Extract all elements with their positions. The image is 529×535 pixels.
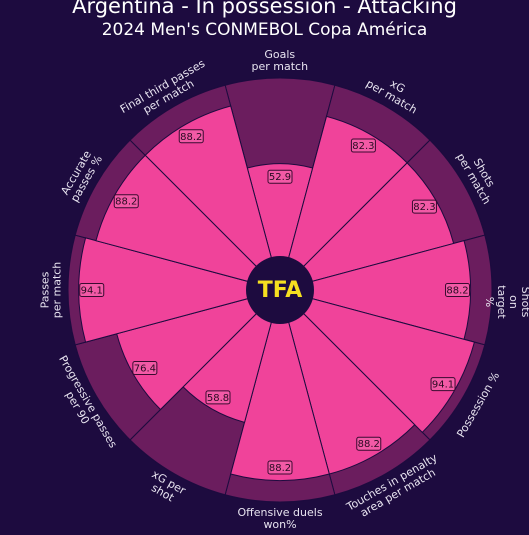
category-label: Offensive duels won% [237,506,323,531]
value-label: 82.3 [352,141,374,152]
value-label: 94.1 [432,380,454,391]
value-label-box [350,138,376,153]
value-label-box [113,194,139,209]
value-label: 88.2 [180,132,202,143]
chart-title: Argentina - In possession - Attacking [72,0,457,18]
value-label-box [356,436,382,451]
value-label-box [267,460,293,475]
bar [78,237,282,343]
category-label: Goals per match [251,48,309,73]
value-label: 82.3 [413,202,435,213]
value-label-box [411,199,437,214]
bar [279,288,416,475]
value-label-box [267,169,293,184]
value-label: 88.2 [269,463,291,474]
chart-subtitle: 2024 Men's CONMEBOL Copa América [101,20,428,40]
bar [278,240,471,340]
value-label: 88.2 [115,197,137,208]
value-label: 58.8 [207,393,229,404]
value-label-box [445,283,471,297]
value-label-box [132,361,158,376]
value-label: 76.4 [134,364,156,375]
value-label: 88.2 [446,286,468,297]
category-label: Passes per match [37,261,63,319]
bar [279,115,408,292]
value-label: 88.2 [358,439,380,450]
value-label-box [178,129,204,144]
category-label: Shots on target % [483,285,529,319]
value-label: 52.9 [269,172,291,183]
value-label-box [205,390,231,405]
center-circle [246,256,314,324]
bar [144,105,281,292]
logo: TFA [258,278,303,303]
bar [230,288,330,481]
value-label-box [79,283,105,297]
value-label: 94.1 [81,286,103,297]
value-label-box [430,377,456,392]
